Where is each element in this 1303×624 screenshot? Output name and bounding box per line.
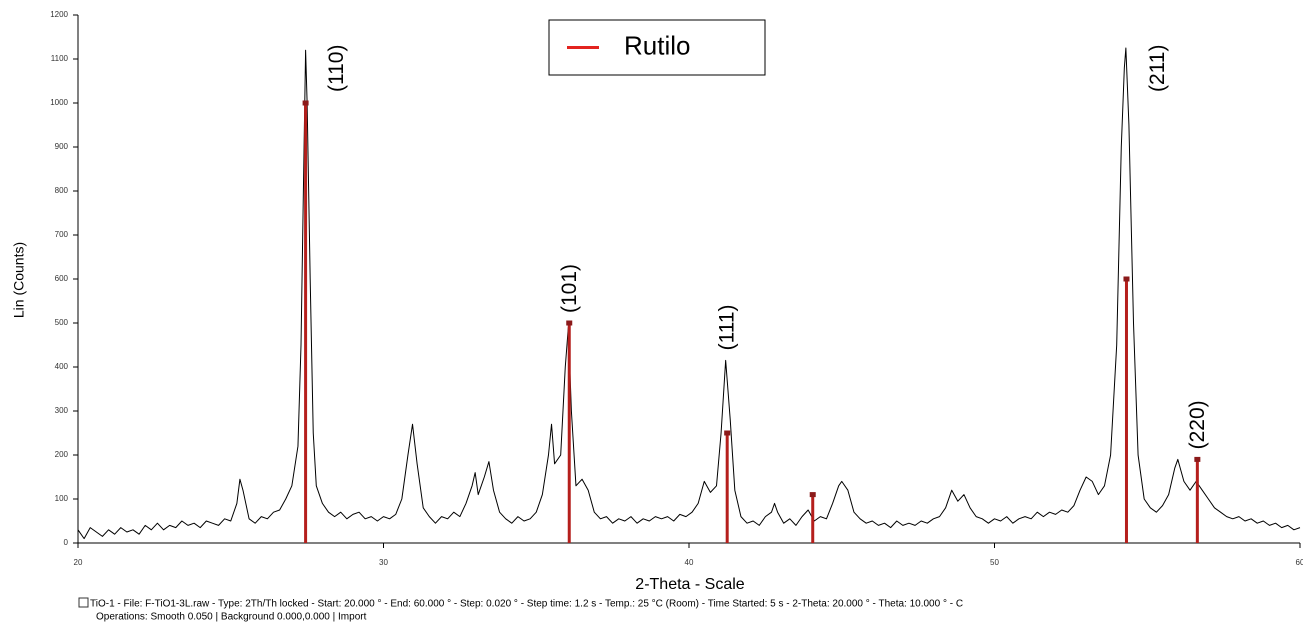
reference-marker [302,100,309,106]
footer-icon [78,597,89,608]
y-tick-label: 600 [55,274,69,283]
x-tick-label: 20 [74,558,83,567]
y-tick-label: 1200 [50,10,68,19]
y-tick-label: 1000 [50,98,68,107]
footer-note: TiO-1 - File: F-TiO1-3L.raw - Type: 2Th/… [90,599,963,610]
y-tick-label: 1100 [51,54,69,63]
y-axis-label: Lin (Counts) [11,242,27,318]
y-tick-label: 300 [55,406,69,415]
x-tick-label: 40 [685,558,694,567]
y-tick-label: 500 [55,318,69,327]
y-tick-label: 800 [55,186,69,195]
y-tick-label: 900 [55,142,69,151]
x-tick-label: 60 [1296,558,1303,567]
reference-marker [1123,276,1130,282]
x-axis-label: 2-Theta - Scale [635,576,744,593]
diffraction-pattern [77,47,1301,540]
x-tick-label: 30 [379,558,388,567]
y-tick-label: 200 [55,450,69,459]
peak-label: (101) [558,264,581,313]
reference-marker [809,492,816,498]
reference-marker [724,430,731,436]
y-tick-label: 700 [55,230,69,239]
peak-label: (110) [325,45,348,92]
peak-label: (211) [1146,45,1169,92]
legend-label: Rutilo [624,30,690,60]
y-tick-label: 100 [55,494,69,503]
reference-marker [1194,456,1201,462]
peak-label: (220) [1186,400,1209,449]
peak-label: (111) [716,304,739,350]
y-tick-label: 400 [55,362,69,371]
reference-marker [566,320,573,326]
footer-note: Operations: Smooth 0.050 | Background 0.… [96,612,367,623]
x-tick-label: 50 [990,558,999,567]
y-tick-label: 0 [64,538,69,547]
